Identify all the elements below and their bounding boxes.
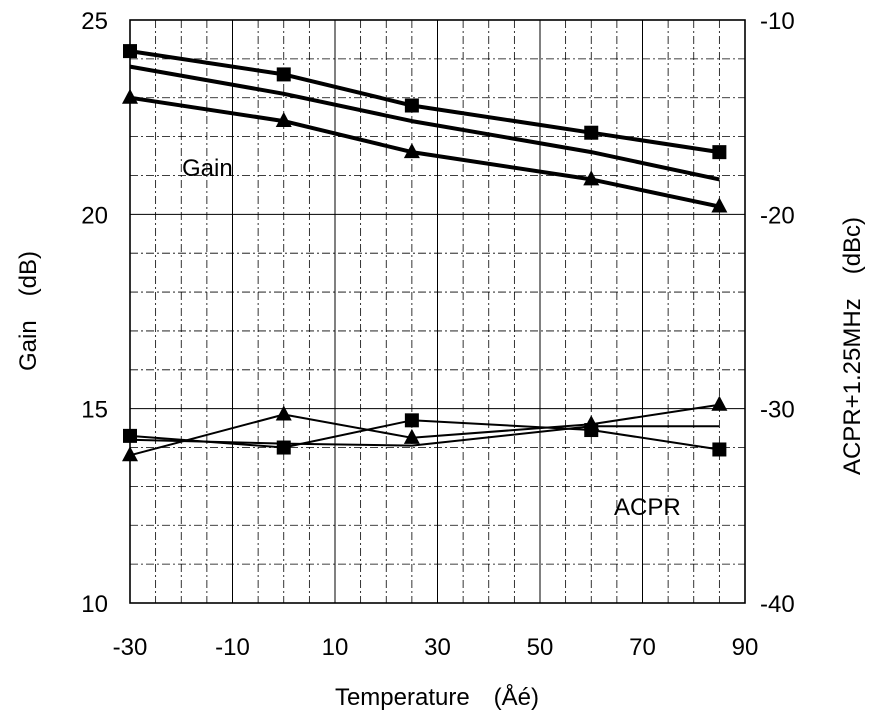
x-tick-label: -30 xyxy=(113,634,148,661)
x-tick-label: 50 xyxy=(527,634,554,661)
x-tick-label: 70 xyxy=(629,634,656,661)
square-marker xyxy=(404,413,419,428)
y2-tick-label: -10 xyxy=(760,8,795,35)
y2-tick-label: -40 xyxy=(760,591,795,618)
triangle-marker xyxy=(403,428,420,444)
series-line xyxy=(129,95,720,209)
tick-labels: -30 -10 10 30 50 70 90 10 15 20 25 -40 -30 -20 -10 xyxy=(81,8,794,661)
y-tick-label: 20 xyxy=(81,202,108,229)
x-tick-label: -10 xyxy=(215,634,250,661)
y2-axis-label: ACPR+1.25MHz (dBc) xyxy=(839,217,866,475)
triangle-marker xyxy=(711,197,728,213)
triangle-marker xyxy=(583,415,600,431)
triangle-marker xyxy=(275,112,292,128)
square-marker xyxy=(276,67,291,82)
square-marker xyxy=(712,442,727,457)
square-marker xyxy=(584,125,599,140)
series-gain-2 xyxy=(122,88,728,213)
triangle-marker xyxy=(403,143,420,159)
acpr-annotation: ACPR xyxy=(614,494,681,521)
y-tick-label: 15 xyxy=(81,397,108,424)
triangle-marker xyxy=(275,405,292,421)
y-tick-label: 25 xyxy=(81,8,108,35)
grid xyxy=(130,20,745,603)
y2-tick-label: -20 xyxy=(760,202,795,229)
x-tick-label: 90 xyxy=(732,634,759,661)
y-tick-label: 10 xyxy=(81,591,108,618)
x-tick-label: 10 xyxy=(322,634,349,661)
x-axis-label: Temperature (Åé) xyxy=(335,683,539,711)
series-acpr-3 xyxy=(123,413,727,457)
square-marker xyxy=(712,145,727,160)
triangle-marker xyxy=(583,170,600,186)
square-marker xyxy=(404,98,419,113)
y-axis-label: Gain (dB) xyxy=(15,251,42,371)
series-gain-0 xyxy=(123,44,727,160)
square-marker xyxy=(123,44,137,59)
plot-frame xyxy=(129,19,746,604)
triangle-marker xyxy=(122,88,138,104)
y2-tick-label: -30 xyxy=(760,397,795,424)
series-gain-1 xyxy=(129,64,720,182)
triangle-marker xyxy=(122,446,138,462)
gain-annotation: Gain xyxy=(182,155,233,182)
series-acpr-4 xyxy=(129,425,720,447)
series-group xyxy=(122,44,728,462)
series-acpr-5 xyxy=(122,395,728,462)
x-tick-label: 30 xyxy=(424,634,451,661)
series-line xyxy=(129,425,720,447)
series-line xyxy=(129,64,720,182)
triangle-marker xyxy=(711,395,728,411)
